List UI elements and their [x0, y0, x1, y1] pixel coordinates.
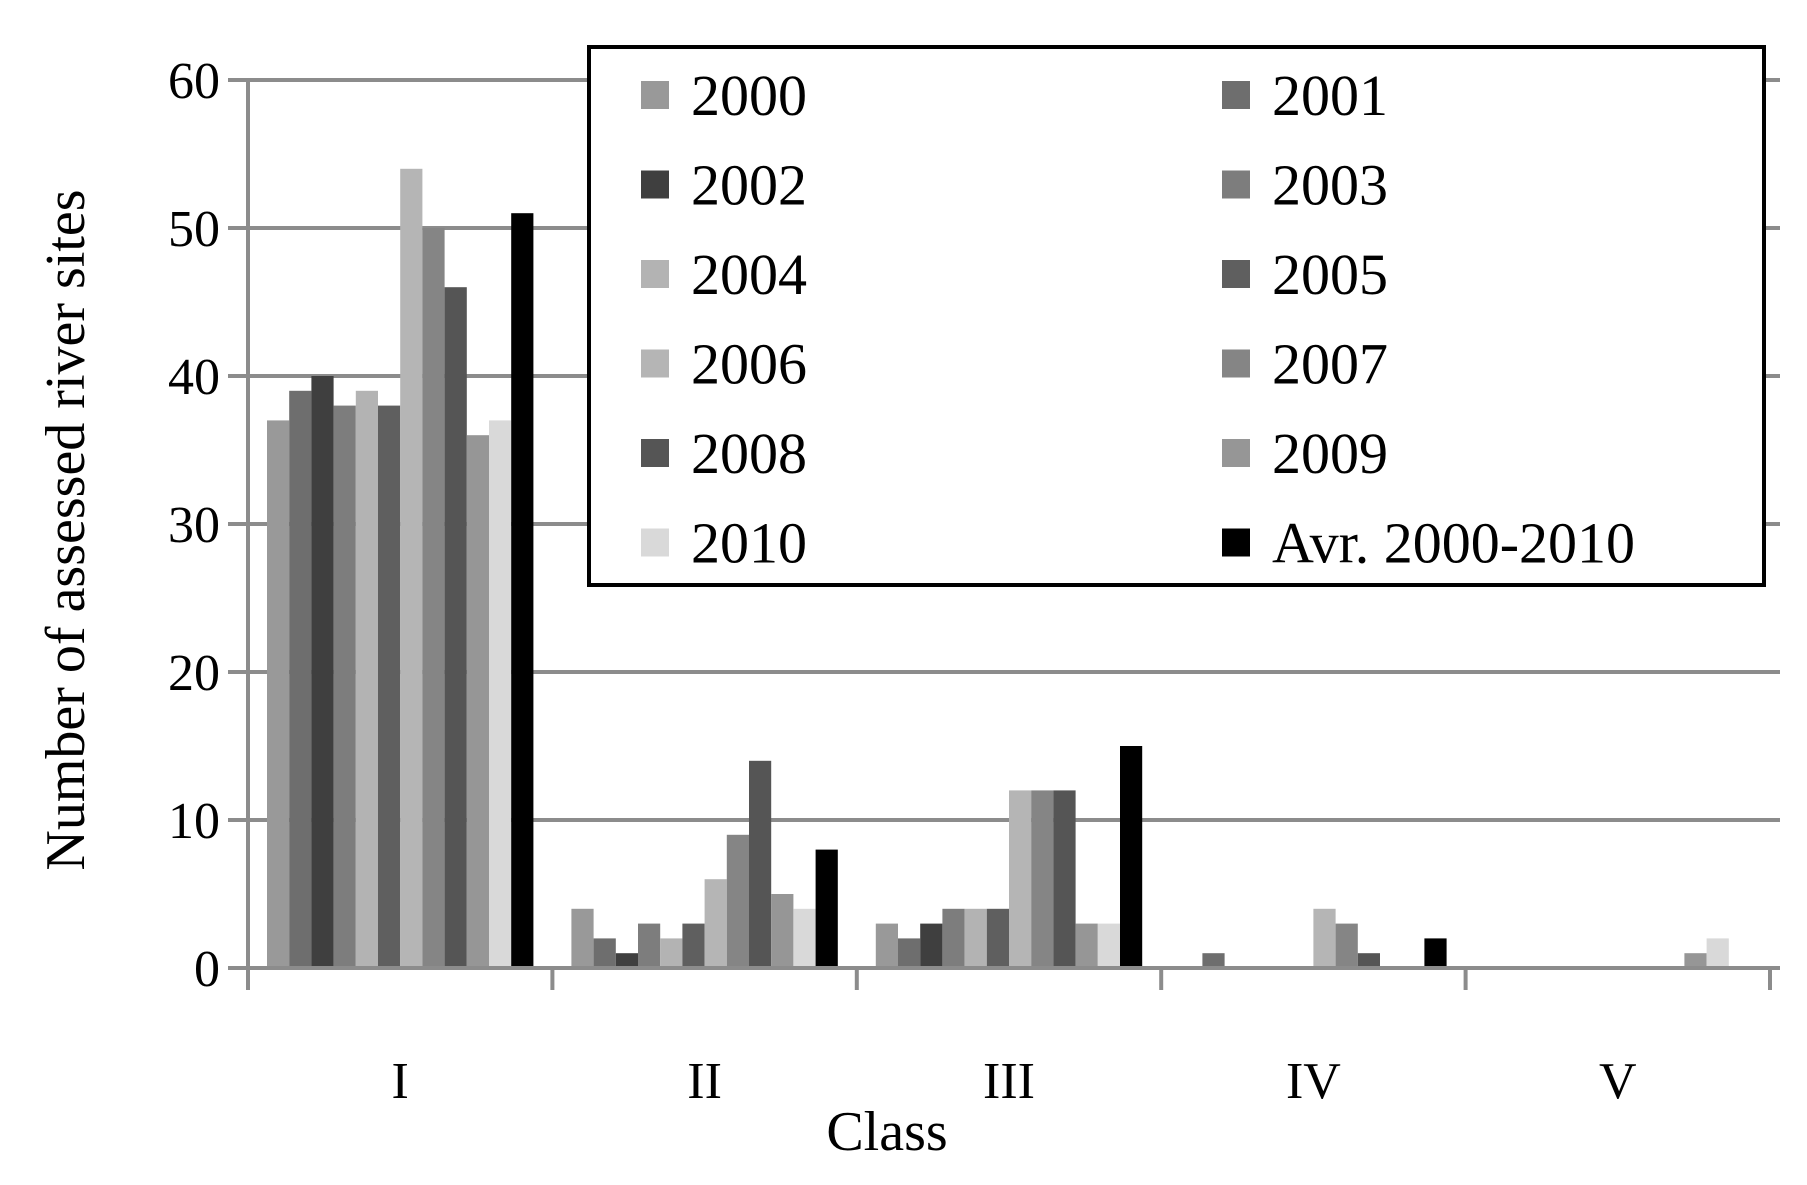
y-tick-label: 0 — [194, 941, 220, 998]
x-tick-label: I — [392, 1053, 409, 1110]
bar — [682, 923, 705, 968]
legend-label: 2002 — [691, 153, 807, 218]
bar — [898, 938, 921, 968]
y-tick-label: 60 — [168, 53, 220, 110]
y-tick-label: 20 — [168, 645, 220, 702]
bar — [289, 390, 312, 968]
legend-swatch — [641, 349, 669, 378]
y-tick-label: 10 — [168, 793, 220, 850]
bar — [1706, 938, 1729, 968]
bar — [920, 923, 943, 968]
bar — [1009, 790, 1032, 968]
x-tick-label: III — [983, 1053, 1035, 1110]
legend-label: 2009 — [1272, 421, 1388, 486]
bars — [267, 168, 1729, 969]
y-tick-label: 40 — [168, 349, 220, 406]
bar — [422, 228, 445, 968]
bar — [875, 923, 898, 968]
legend-swatch — [1222, 81, 1250, 109]
bar — [267, 420, 290, 968]
legend-label: 2000 — [691, 63, 807, 128]
bar — [1684, 953, 1707, 968]
bar — [466, 435, 489, 968]
x-tick-label: II — [687, 1053, 722, 1110]
bar — [815, 849, 838, 968]
bar — [660, 938, 683, 968]
bar — [1357, 953, 1380, 968]
bar — [942, 908, 965, 968]
legend-swatch — [1222, 260, 1250, 288]
bar — [511, 213, 534, 968]
legend-label: 2003 — [1272, 153, 1388, 218]
bar — [1424, 938, 1447, 968]
bar — [1075, 923, 1098, 968]
legend-swatch — [1222, 528, 1250, 557]
legend-swatch — [641, 439, 669, 467]
bar — [355, 390, 378, 968]
bar — [749, 760, 772, 968]
bar — [1313, 908, 1336, 968]
axes — [228, 78, 1780, 990]
bar — [1202, 953, 1225, 968]
legend-swatch — [641, 528, 669, 557]
legend-label: 2005 — [1272, 242, 1388, 307]
legend-label: 2006 — [691, 332, 807, 397]
y-axis-title: Number of assessed river sites — [35, 189, 97, 870]
x-tick-label: IV — [1286, 1053, 1341, 1110]
bar — [333, 405, 356, 969]
legend-swatch — [1222, 439, 1250, 467]
legend-label: 2007 — [1272, 332, 1388, 397]
bar — [400, 168, 423, 969]
legend-swatch — [641, 260, 669, 288]
legend-swatch — [641, 170, 669, 199]
bar — [986, 908, 1009, 968]
y-tick-label: 50 — [168, 201, 220, 258]
bar — [771, 894, 794, 968]
bar — [571, 908, 594, 968]
legend-label: 2001 — [1272, 63, 1388, 128]
legend-label: 2010 — [691, 511, 807, 576]
legend-swatch — [1222, 170, 1250, 199]
legend-label: 2008 — [691, 421, 807, 486]
bar — [726, 834, 749, 968]
y-tick-label: 30 — [168, 497, 220, 554]
bar — [378, 405, 401, 969]
legend-label: 2004 — [691, 242, 807, 307]
bar — [704, 879, 727, 968]
bar — [1120, 746, 1143, 968]
legend: 2000 2001 2002 2003 2004 2005 2006 2007 2008 2009… — [587, 45, 1766, 587]
bar — [964, 908, 987, 968]
bar — [1335, 923, 1358, 968]
bar — [638, 923, 661, 968]
legend-label: Avr. 2000-2010 — [1272, 511, 1635, 576]
bar — [1031, 790, 1054, 968]
legend-swatch — [641, 81, 669, 109]
bar — [1097, 923, 1120, 968]
bar — [444, 287, 467, 968]
bar — [489, 420, 512, 968]
bar — [593, 938, 616, 968]
legend-box — [587, 45, 1766, 587]
legend-swatch — [1222, 349, 1250, 378]
bar — [615, 953, 638, 968]
x-tick-label: V — [1599, 1053, 1637, 1110]
bar — [311, 376, 334, 968]
bar — [793, 908, 816, 968]
x-axis-title: Class — [826, 1101, 947, 1163]
bar — [1053, 790, 1076, 968]
